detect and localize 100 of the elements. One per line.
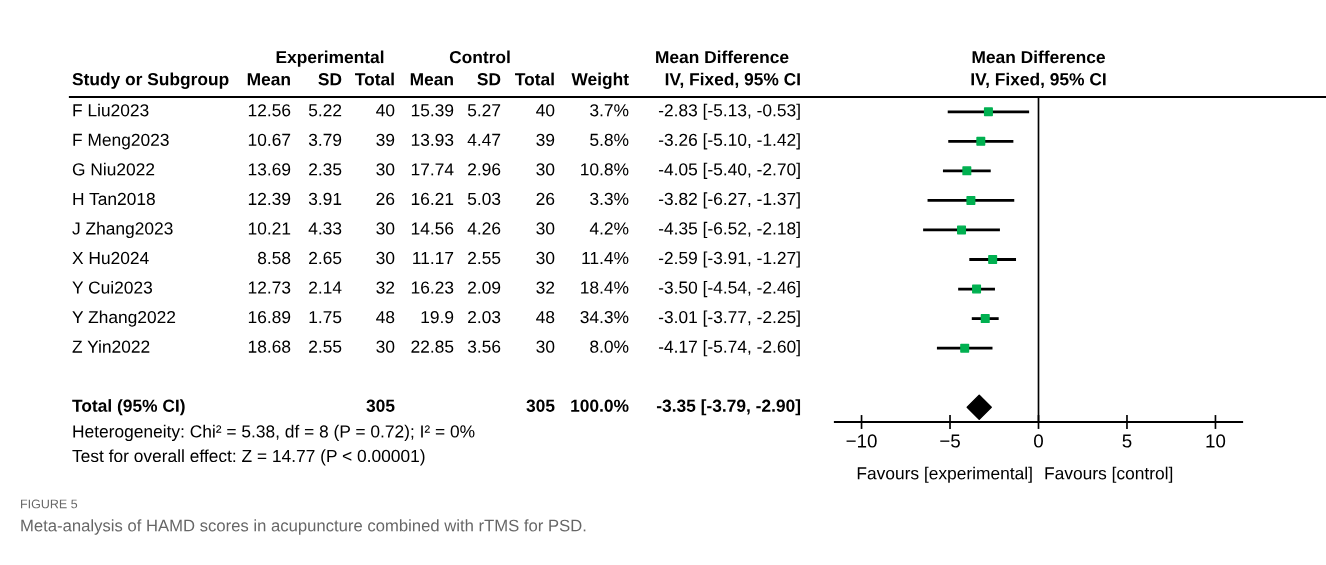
text: 39 [536, 133, 555, 146]
category-label: Y Zhang2022 [72, 310, 176, 327]
text: 32 [376, 281, 395, 294]
text: 16.21 [411, 192, 454, 206]
text: 30 [376, 251, 395, 265]
text: 48 [536, 310, 555, 324]
text: 1.75 [309, 311, 342, 324]
text: 48 [376, 310, 395, 324]
text: -3.35 [-3.79, -2.90] [656, 399, 801, 416]
text: Control [449, 50, 510, 64]
text: 26 [536, 192, 555, 206]
x-tick-label: 5 [1122, 434, 1132, 448]
text: 12.73 [248, 281, 291, 294]
text: 18.68 [248, 340, 291, 353]
category-label: J Zhang2023 [72, 221, 173, 239]
text: 3.91 [308, 192, 342, 206]
text: 39 [376, 133, 395, 146]
text: -3.01 [-3.77, -2.25] [658, 310, 800, 327]
text: 8.58 [257, 251, 291, 265]
text: 3.7% [590, 104, 629, 117]
text: 2.55 [468, 251, 501, 265]
category-label: X Hu2024 [72, 251, 149, 265]
x-tick-label: −10 [846, 434, 877, 448]
text: 40 [376, 104, 395, 117]
text: 10.8% [581, 163, 629, 176]
x-tick-label: −5 [940, 434, 960, 448]
text: 2.65 [309, 251, 342, 265]
text: 22.85 [411, 340, 454, 353]
text: 5.8% [590, 133, 629, 146]
text: Heterogeneity: Chi² = 5.38, df = 8 (P = 0.72); I² = 0% [73, 424, 475, 442]
text: 4.2% [589, 222, 629, 235]
text: 10.67 [248, 133, 291, 146]
text: 34.3% [580, 310, 629, 324]
text: 8.0% [590, 340, 629, 353]
text: 19.9 [421, 310, 454, 324]
text: -3.26 [-5.10, -1.42] [658, 133, 800, 150]
text: 2.03 [468, 310, 501, 324]
chart-subtitle: IV, Fixed, 95% CI [971, 72, 1106, 88]
text: 2.96 [468, 163, 501, 176]
text: -3.50 [-4.54, -2.46] [658, 280, 800, 298]
category-label: Total (95% CI) [72, 399, 185, 416]
text: 4.47 [467, 133, 501, 146]
category-label: Mean [247, 73, 290, 86]
category-label: Z Yin2022 [72, 340, 150, 353]
category-label: IV, Fixed, 95% CI [665, 72, 800, 88]
category-label: H Tan2018 [73, 192, 155, 206]
text: 13.93 [411, 133, 454, 146]
text: 30 [536, 222, 555, 235]
text: 16.23 [411, 281, 454, 294]
chart-title: Mean Difference [972, 50, 1105, 64]
x-tick-label: 0 [1034, 434, 1043, 448]
text: 30 [376, 163, 395, 176]
text: 30 [536, 251, 555, 265]
text: Favours [experimental] [857, 466, 1032, 483]
text: Meta-analysis of HAMD scores in acupuncture combined with rTMS for PSD. [21, 519, 586, 535]
text: 5.27 [467, 104, 501, 117]
text: Test for overall effect: Z = 14.77 (P < 0.00001) [72, 449, 425, 466]
category-label: Total [355, 72, 394, 86]
text: 11.17 [413, 252, 454, 264]
text: 2.14 [309, 281, 342, 294]
text: 30 [376, 222, 395, 235]
category-label: F Liu2023 [73, 103, 149, 117]
text: -4.17 [-5.74, -2.60] [658, 340, 800, 357]
category-label: F Meng2023 [73, 133, 169, 150]
category-label: SD [318, 73, 342, 86]
text: 3.3% [590, 192, 629, 206]
text: 2.55 [309, 340, 342, 353]
text: 5.03 [467, 192, 501, 206]
category-label: Study or Subgroup [72, 72, 229, 89]
category-label: Weight [571, 72, 629, 89]
text: 15.39 [411, 104, 454, 117]
text: 30 [536, 163, 555, 176]
text: 13.69 [248, 163, 291, 176]
text: 4.33 [308, 222, 342, 235]
text: 3.79 [308, 133, 342, 146]
text: 5.22 [308, 104, 342, 117]
text: 16.89 [248, 310, 291, 324]
category-label: SD [477, 73, 501, 86]
text: Mean Difference [656, 50, 789, 64]
text: Favours [control] [1045, 466, 1173, 483]
text: 4.26 [467, 222, 501, 235]
text: -3.82 [-6.27, -1.37] [658, 192, 800, 209]
text: 2.35 [309, 163, 342, 176]
text: Experimental [276, 50, 384, 67]
text: 2.09 [468, 281, 501, 294]
x-tick-label: 10 [1206, 434, 1226, 448]
text: 100.0% [571, 399, 629, 412]
text: 26 [376, 192, 395, 206]
category-label: Total [515, 72, 554, 86]
text: -2.83 [-5.13, -0.53] [658, 103, 800, 120]
text: -2.59 [-3.91, -1.27] [658, 251, 800, 268]
caption: FIGURE 5 [21, 499, 78, 509]
text: 40 [536, 104, 555, 117]
text: 305 [366, 399, 395, 412]
text: -4.05 [-5.40, -2.70] [658, 162, 800, 179]
text: 18.4% [581, 281, 629, 294]
text: 305 [526, 399, 555, 412]
text: 30 [376, 340, 395, 353]
text: 11.4% [582, 251, 629, 265]
text: 32 [536, 281, 555, 294]
